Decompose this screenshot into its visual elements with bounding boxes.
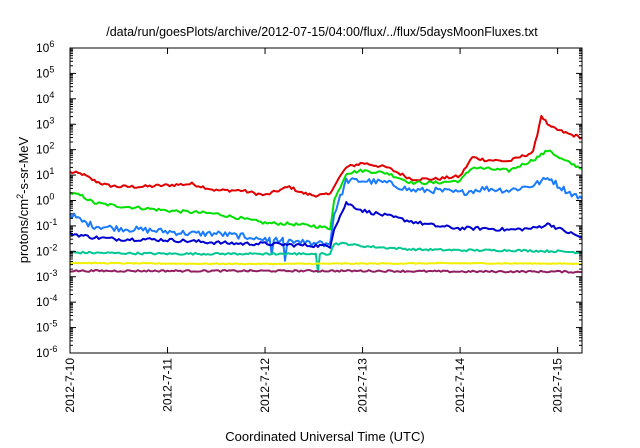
y-axis: 10-6 10-5 10-4 10-3 10-2 10-1 100 101 102 103 104 1…	[36, 39, 582, 360]
x-tick-label: 2012-7-11	[161, 358, 175, 412]
y-tick-label: 10-6	[36, 344, 57, 360]
y-tick-label: 102	[36, 141, 54, 157]
series-line-5	[69, 261, 583, 266]
x-axis: 2012-7-10 2012-7-11 2012-7-12 2012-7-13 2012…	[63, 48, 565, 413]
series-line-4	[69, 241, 582, 274]
chart-title: /data/run/goesPlots/archive/2012-07-15/0…	[106, 25, 538, 39]
y-tick-label: 100	[36, 192, 54, 208]
x-tick-label: 2012-7-10	[63, 358, 77, 413]
y-tick-label: 106	[36, 39, 54, 55]
y-tick-label: 10-1	[36, 217, 57, 233]
x-tick-label: 2012-7-13	[356, 358, 370, 413]
y-axis-title: protons/cm2-s-sr-MeV	[15, 136, 31, 263]
series-layer	[69, 114, 583, 274]
y-tick-label: 10-2	[36, 242, 57, 258]
y-tick-label: 10-3	[36, 268, 57, 284]
x-tick-label: 2012-7-15	[551, 358, 565, 413]
series-line-0	[69, 114, 583, 198]
series-line-6	[70, 269, 583, 274]
y-tick-label: 104	[36, 90, 54, 106]
x-axis-title: Coordinated Universal Time (UTC)	[225, 429, 424, 444]
series-line-3	[69, 201, 583, 249]
y-tick-label: 105	[36, 64, 54, 80]
y-tick-label: 101	[36, 166, 54, 182]
series-line-2	[69, 176, 583, 262]
y-tick-label: 10-5	[36, 319, 57, 335]
x-tick-label: 2012-7-12	[258, 358, 272, 413]
plot-frame	[69, 47, 583, 354]
y-tick-label: 103	[36, 115, 54, 131]
x-tick-label: 2012-7-14	[453, 358, 467, 413]
y-tick-label: 10-4	[36, 293, 57, 309]
series-line-1	[69, 149, 583, 231]
